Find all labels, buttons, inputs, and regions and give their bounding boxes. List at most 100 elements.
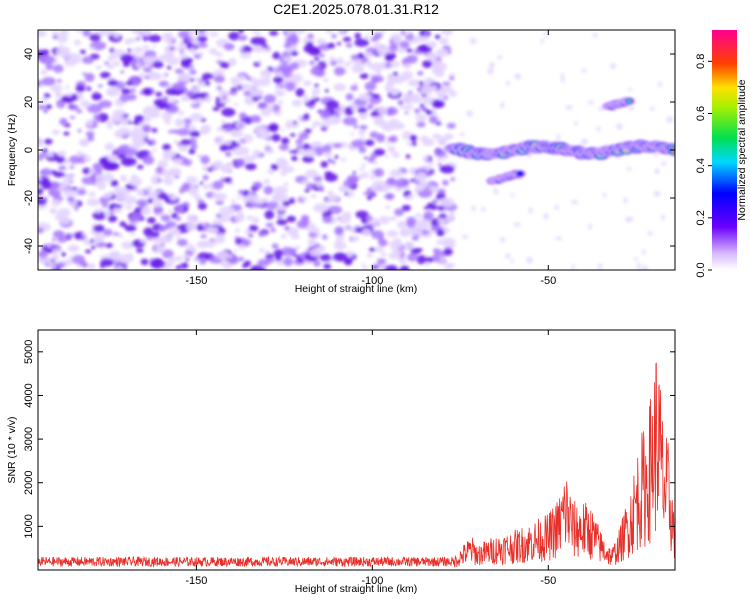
noise-blob (81, 233, 87, 237)
noise-blob (215, 96, 221, 102)
noise-blob (397, 99, 404, 106)
noise-blob (364, 156, 368, 160)
noise-blob (46, 247, 52, 251)
noise-blob (211, 193, 220, 199)
faint-blob (598, 106, 603, 112)
noise-blob (305, 169, 319, 179)
noise-blob (143, 115, 152, 123)
noise-blob (193, 77, 201, 82)
noise-blob (397, 48, 406, 53)
noise-blob (39, 55, 55, 65)
colorbar-tick-label: 0.4 (695, 158, 707, 173)
noise-blob (152, 44, 157, 48)
noise-blob (148, 141, 153, 146)
noise-blob (404, 104, 414, 111)
noise-blob (291, 99, 303, 107)
noise-blob (191, 100, 198, 106)
noise-blob (389, 43, 398, 52)
noise-blob (53, 64, 64, 73)
spectrogram-y-tick-label: 0 (23, 147, 35, 153)
noise-blob (411, 141, 417, 147)
noise-blob (98, 100, 112, 108)
noise-blob (397, 75, 403, 81)
noise-blob (245, 193, 260, 203)
faint-blob (626, 167, 632, 171)
noise-blob (319, 53, 325, 58)
noise-blob (127, 120, 133, 125)
noise-blob (237, 196, 242, 200)
noise-blob (431, 199, 438, 205)
noise-blob (373, 42, 383, 48)
noise-blob (187, 185, 199, 196)
noise-blob (449, 210, 456, 216)
faint-blob (623, 197, 628, 204)
noise-blob (271, 133, 281, 142)
noise-blob (306, 182, 314, 191)
noise-blob (130, 232, 136, 236)
noise-blob (140, 208, 151, 215)
noise-blob (340, 104, 345, 109)
noise-blob (238, 244, 246, 250)
faint-blob (560, 76, 565, 83)
noise-blob (338, 186, 349, 193)
noise-blob (279, 128, 284, 132)
noise-blob (361, 263, 366, 267)
noise-blob (162, 33, 170, 39)
noise-blob (255, 183, 261, 189)
faint-blob (481, 206, 486, 212)
noise-blob (176, 238, 188, 247)
noise-blob (275, 204, 287, 212)
noise-blob (162, 249, 174, 259)
noise-blob (152, 148, 157, 152)
noise-blob (204, 95, 212, 103)
noise-blob (56, 34, 68, 43)
noise-blob (351, 107, 356, 112)
noise-blob (132, 137, 145, 145)
noise-blob (197, 35, 208, 43)
noise-blob (415, 183, 425, 192)
noise-blob (399, 265, 410, 270)
noise-blob (43, 93, 51, 99)
noise-blob (212, 219, 222, 226)
noise-blob (130, 134, 138, 140)
noise-blob (276, 219, 288, 226)
snr-series-line (38, 362, 675, 568)
noise-blob (173, 139, 179, 144)
noise-blob (353, 82, 359, 87)
spectrogram-y-tick-label: -20 (23, 190, 35, 206)
noise-blob (277, 100, 283, 105)
noise-blob (355, 210, 369, 219)
noise-blob (218, 224, 223, 229)
noise-blob (276, 157, 287, 166)
noise-blob (313, 260, 321, 267)
noise-blob (363, 191, 368, 196)
noise-blob (53, 35, 57, 39)
noise-blob (324, 89, 329, 93)
noise-blob (184, 124, 190, 129)
noise-blob (323, 197, 329, 202)
noise-blob (38, 227, 44, 234)
noise-blob (85, 120, 94, 127)
noise-blob (307, 33, 314, 39)
noise-blob (141, 30, 152, 36)
noise-blob (393, 237, 402, 244)
noise-blob (387, 145, 396, 154)
noise-blob (156, 166, 164, 174)
noise-blob (131, 212, 143, 221)
faint-blob (489, 61, 495, 69)
faint-blob (654, 190, 661, 197)
noise-blob (376, 258, 387, 265)
noise-blob (76, 151, 83, 158)
noise-blob (118, 253, 134, 263)
noise-blob (345, 93, 354, 101)
noise-blob (334, 155, 339, 159)
noise-blob (163, 177, 174, 186)
noise-blob (77, 129, 82, 133)
noise-blob (387, 136, 395, 142)
noise-blob (46, 152, 55, 158)
noise-blob (157, 192, 169, 200)
noise-blob (409, 179, 415, 182)
noise-blob (259, 153, 265, 157)
noise-blob (364, 51, 373, 59)
faint-blob (526, 256, 533, 264)
